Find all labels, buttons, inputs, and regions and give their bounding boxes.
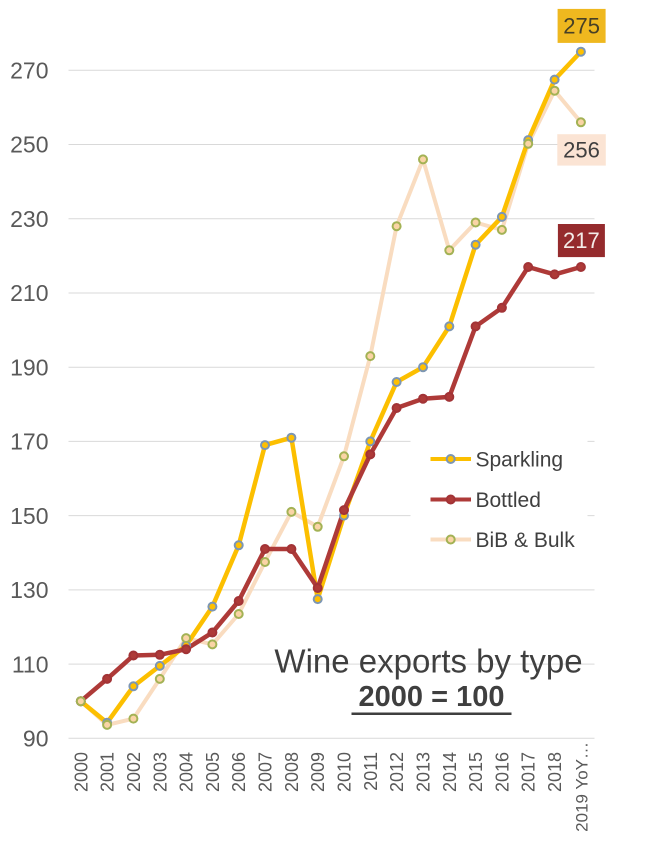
svg-text:270: 270: [10, 58, 48, 84]
svg-text:2018: 2018: [545, 752, 565, 792]
svg-text:130: 130: [10, 577, 48, 603]
svg-text:2007: 2007: [256, 752, 276, 792]
svg-text:170: 170: [10, 429, 48, 455]
svg-text:250: 250: [10, 132, 48, 158]
svg-text:2011: 2011: [361, 752, 381, 791]
svg-text:190: 190: [10, 354, 48, 380]
svg-text:217: 217: [563, 228, 600, 253]
svg-text:90: 90: [23, 726, 49, 752]
svg-text:2009: 2009: [308, 752, 328, 792]
svg-text:150: 150: [10, 503, 48, 529]
svg-text:210: 210: [10, 280, 48, 306]
svg-text:2004: 2004: [177, 752, 197, 792]
svg-text:2000 = 100: 2000 = 100: [359, 681, 505, 713]
svg-text:2016: 2016: [492, 752, 512, 792]
svg-text:2017: 2017: [519, 752, 539, 792]
svg-text:2010: 2010: [335, 752, 355, 792]
svg-text:Sparkling: Sparkling: [476, 449, 564, 472]
svg-text:275: 275: [563, 14, 600, 39]
svg-text:2008: 2008: [282, 752, 302, 792]
svg-text:2006: 2006: [229, 752, 249, 792]
svg-text:2012: 2012: [387, 752, 407, 792]
svg-text:Wine exports by type: Wine exports by type: [274, 643, 582, 680]
svg-text:2014: 2014: [440, 752, 460, 792]
svg-text:2005: 2005: [203, 752, 223, 792]
svg-text:2013: 2013: [414, 752, 434, 792]
svg-text:2019 YoY…: 2019 YoY…: [572, 742, 591, 832]
svg-text:2015: 2015: [466, 752, 486, 792]
svg-text:110: 110: [12, 651, 49, 677]
svg-text:2001: 2001: [98, 752, 118, 792]
svg-text:2002: 2002: [124, 752, 144, 792]
svg-text:Bottled: Bottled: [476, 489, 541, 512]
svg-text:2000: 2000: [71, 752, 91, 792]
svg-text:2003: 2003: [150, 752, 170, 792]
svg-text:BiB & Bulk: BiB & Bulk: [476, 529, 576, 552]
svg-text:256: 256: [563, 138, 600, 163]
svg-text:230: 230: [10, 206, 48, 232]
